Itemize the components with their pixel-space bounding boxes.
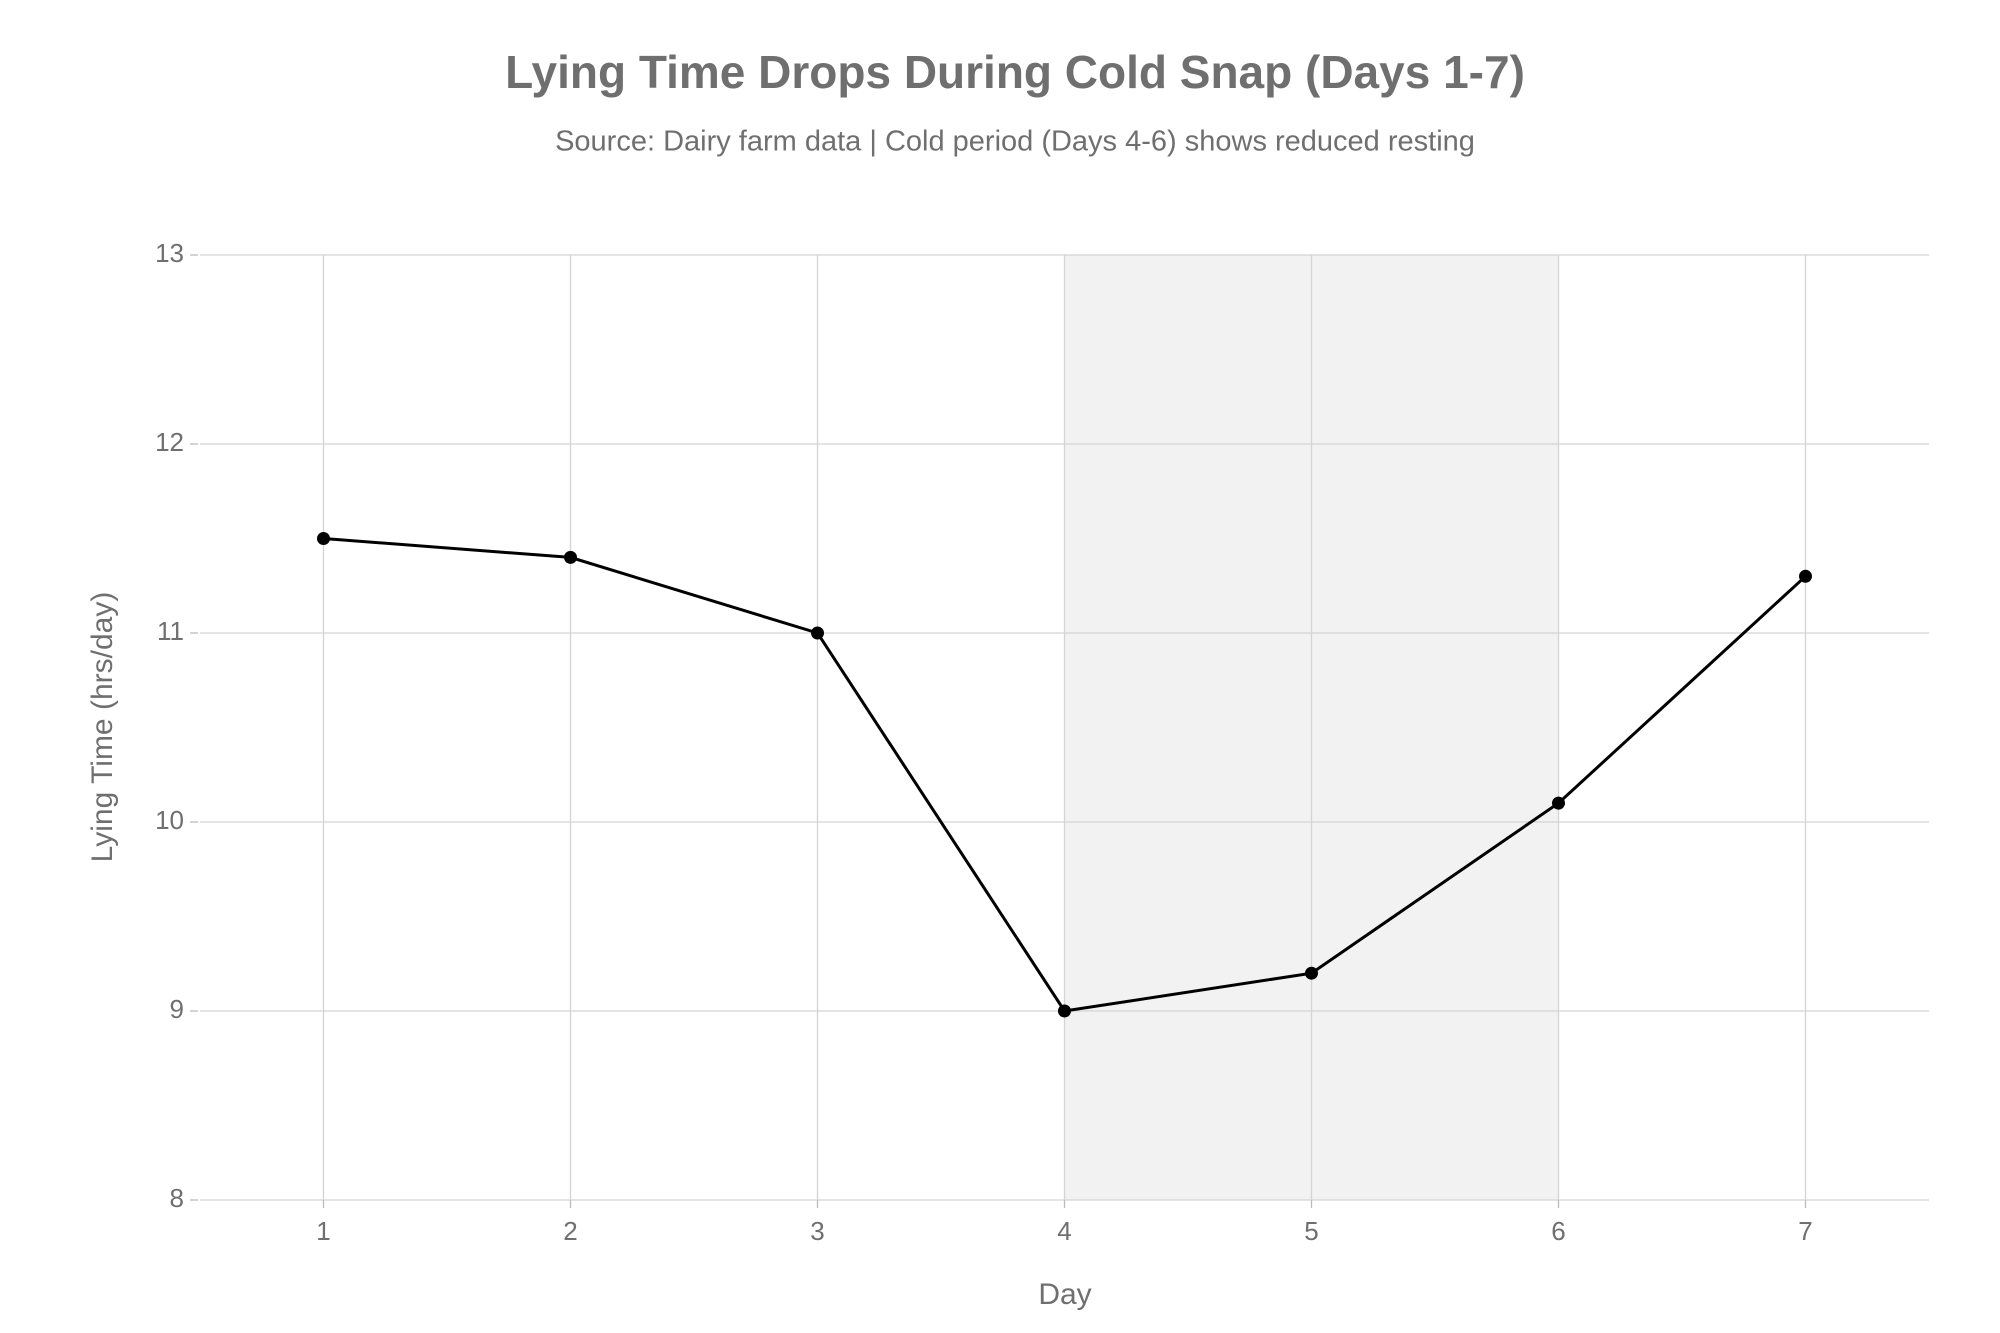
data-point — [1552, 796, 1565, 810]
x-tick-label: 4 — [1057, 1216, 1071, 1246]
y-axis-title: Lying Time (hrs/day) — [86, 592, 119, 863]
x-tick-label: 7 — [1798, 1216, 1812, 1246]
y-tick-label: 8 — [170, 1183, 184, 1213]
chart-title: Lying Time Drops During Cold Snap (Days … — [505, 46, 1525, 98]
y-tick-label: 9 — [170, 994, 184, 1024]
y-tick-label: 12 — [155, 427, 184, 457]
y-tick-label: 11 — [157, 616, 184, 646]
x-tick-label: 2 — [563, 1216, 577, 1246]
data-point — [317, 532, 330, 545]
x-tick-label: 3 — [810, 1216, 824, 1246]
data-point — [1058, 1004, 1071, 1018]
x-axis-title: Day — [1038, 1278, 1091, 1311]
y-tick-label: 13 — [155, 238, 184, 268]
data-point — [1799, 569, 1812, 583]
x-tick-label: 6 — [1551, 1216, 1565, 1246]
data-point — [1305, 966, 1318, 980]
data-point — [811, 626, 824, 640]
y-tick-label: 10 — [155, 805, 184, 835]
data-point — [564, 550, 577, 564]
x-tick-label: 5 — [1304, 1216, 1318, 1246]
chart-subtitle: Source: Dairy farm data | Cold period (D… — [555, 126, 1475, 158]
x-tick-label: 1 — [316, 1216, 330, 1246]
